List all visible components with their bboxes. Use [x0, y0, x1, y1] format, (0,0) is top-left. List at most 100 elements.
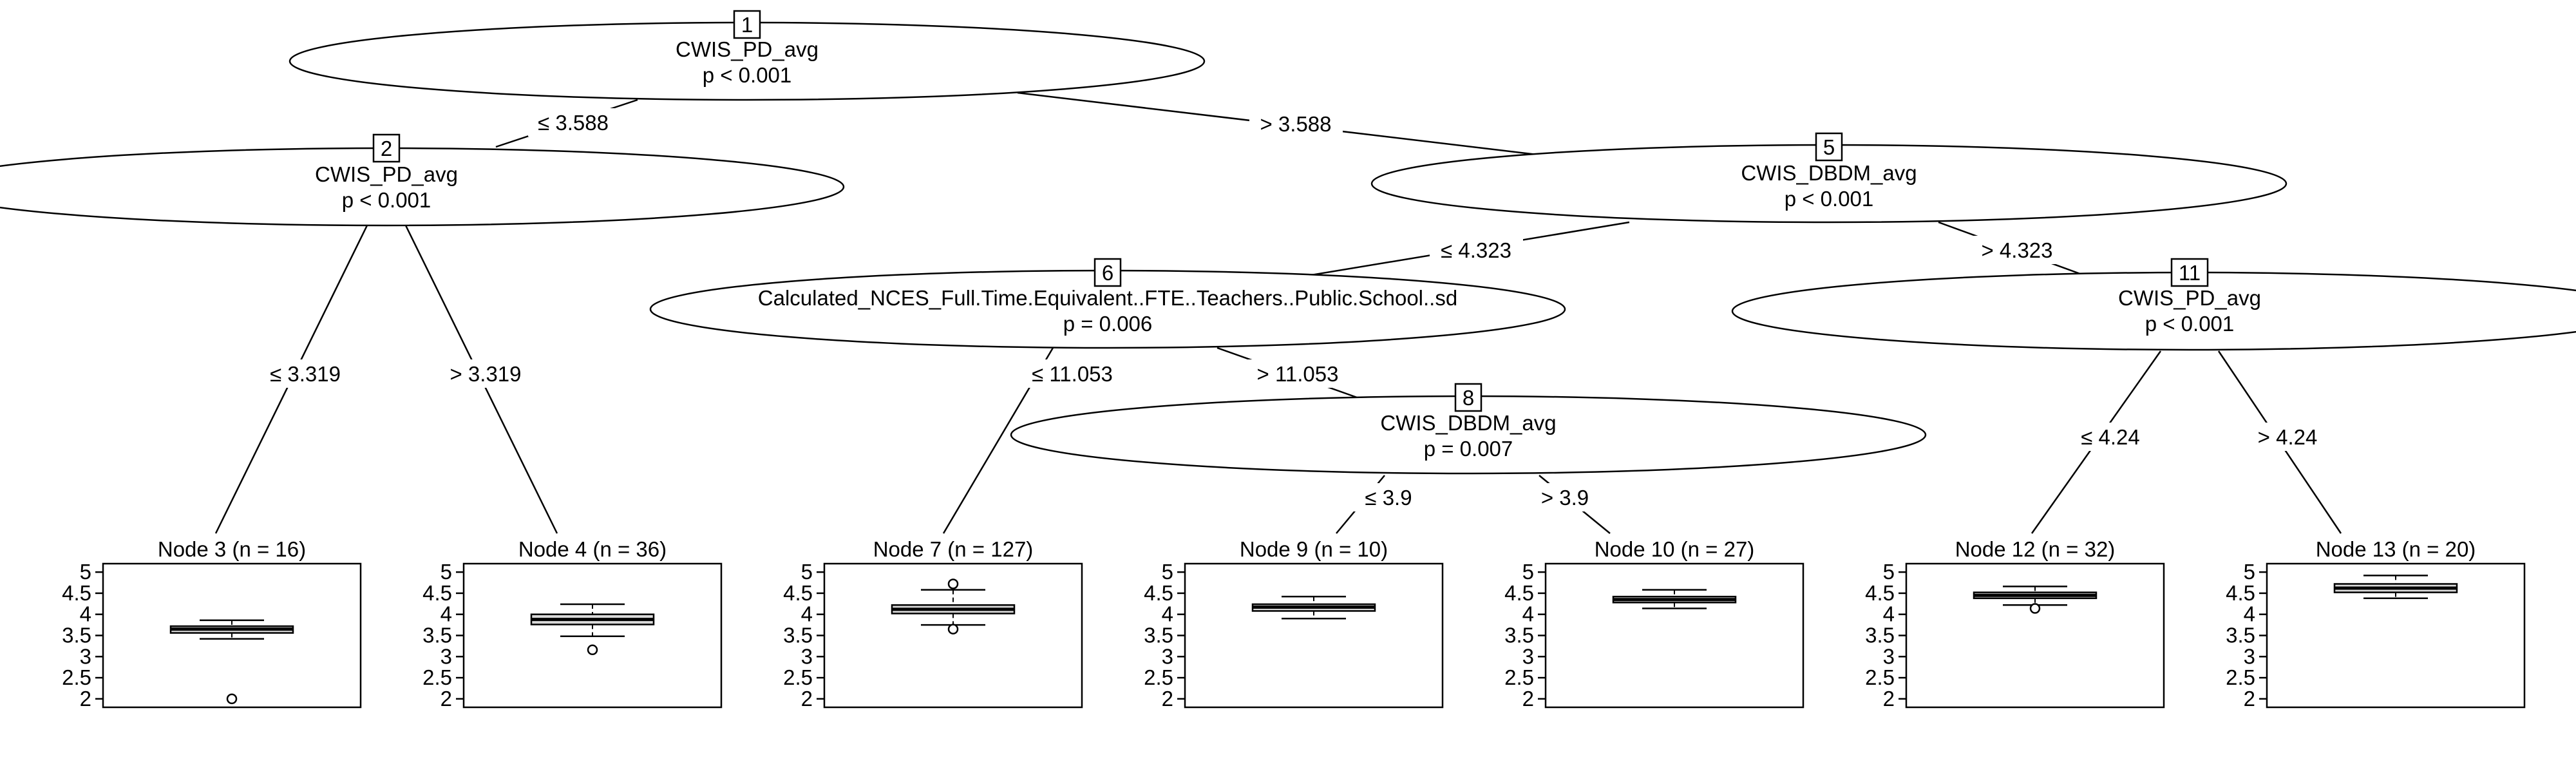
node-pvalue-2: p < 0.001 — [342, 188, 431, 212]
y-tick-label: 2.5 — [1504, 665, 1534, 689]
y-tick-label: 5 — [801, 560, 813, 584]
node-variable-8: CWIS_DBDM_avg — [1380, 411, 1556, 435]
edge-label-5-11: > 4.323 — [1981, 238, 2052, 262]
edge-label-2-4: > 3.319 — [450, 362, 521, 386]
y-tick-label: 2 — [80, 687, 91, 711]
inner-node-6: 6 Calculated_NCES_Full.Time.Equivalent..… — [649, 258, 1566, 349]
y-tick-label: 3 — [80, 644, 91, 668]
y-tick-label: 4.5 — [2226, 581, 2255, 605]
inner-node-8: 8 CWIS_DBDM_avg p = 0.007 — [1010, 383, 1927, 475]
y-tick-label: 2.5 — [62, 665, 91, 689]
y-tick-label: 4 — [1522, 602, 1534, 626]
leaf-title-12: Node 12 (n = 32) — [1955, 537, 2116, 561]
leaf-title-7: Node 7 (n = 127) — [873, 537, 1034, 561]
leaf-node-10: Node 10 (n = 27) 22.533.544.55 — [1504, 537, 1804, 711]
y-tick-label: 3 — [1522, 644, 1534, 668]
y-tick-label: 3 — [1162, 644, 1173, 668]
y-tick-label: 5 — [440, 560, 452, 584]
edge-labels: ≤ 3.588 > 3.588 ≤ 3.319 > 3.319 ≤ 4.323 … — [261, 108, 2328, 511]
y-tick-label: 4.5 — [1865, 581, 1895, 605]
node-pvalue-11: p < 0.001 — [2145, 312, 2235, 336]
y-tick-label: 4.5 — [422, 581, 452, 605]
y-tick-label: 4 — [1883, 602, 1895, 626]
node-variable-1: CWIS_PD_avg — [676, 37, 819, 61]
y-tick-label: 5 — [80, 560, 91, 584]
node-pvalue-6: p = 0.006 — [1063, 312, 1153, 336]
leaf-node-13: Node 13 (n = 20) 22.533.544.55 — [2226, 537, 2526, 711]
leaf-panel-frame-9 — [1184, 562, 1444, 709]
edge-label-11-12: ≤ 4.24 — [2081, 425, 2140, 449]
outlier-point — [226, 693, 238, 705]
y-tick-label: 2 — [801, 687, 813, 711]
leaf-title-13: Node 13 (n = 20) — [2316, 537, 2476, 561]
node-variable-2: CWIS_PD_avg — [315, 162, 458, 186]
inner-node-2: 2 CWIS_PD_avg p < 0.001 — [0, 133, 845, 227]
y-tick-label: 2.5 — [2226, 665, 2255, 689]
leaf-node-7: Node 7 (n = 127) 22.533.544.55 — [783, 537, 1083, 711]
y-tick-label: 3 — [2244, 644, 2255, 668]
edge-label-1-2: ≤ 3.588 — [538, 111, 609, 135]
y-tick-label: 4 — [801, 602, 813, 626]
y-tick-label: 2 — [2244, 687, 2255, 711]
node-variable-6: Calculated_NCES_Full.Time.Equivalent..FT… — [758, 286, 1457, 310]
node-id-1: 1 — [741, 13, 753, 37]
inner-node-11: 11 CWIS_PD_avg p < 0.001 — [1731, 258, 2576, 351]
leaf-node-9: Node 9 (n = 10) 22.533.544.55 — [1144, 537, 1444, 711]
node-pvalue-1: p < 0.001 — [703, 63, 792, 87]
leaf-node-4: Node 4 (n = 36) 22.533.544.55 — [422, 537, 723, 711]
edge-label-8-9: ≤ 3.9 — [1365, 486, 1412, 510]
node-id-5: 5 — [1823, 135, 1835, 159]
y-tick-label: 4.5 — [1144, 581, 1173, 605]
y-tick-label: 4 — [440, 602, 452, 626]
y-tick-label: 3.5 — [1504, 624, 1534, 647]
leaf-title-3: Node 3 (n = 16) — [158, 537, 306, 561]
y-tick-label: 3.5 — [783, 624, 813, 647]
outlier-point — [587, 644, 598, 656]
y-tick-label: 2 — [1522, 687, 1534, 711]
y-tick-label: 2 — [1162, 687, 1173, 711]
y-tick-label: 3.5 — [2226, 624, 2255, 647]
y-tick-label: 3 — [1883, 644, 1895, 668]
edge-label-1-5: > 3.588 — [1260, 112, 1331, 136]
node-variable-11: CWIS_PD_avg — [2118, 286, 2261, 310]
y-tick-label: 4.5 — [1504, 581, 1534, 605]
y-tick-label: 3.5 — [1144, 624, 1173, 647]
leaf-panel-frame-7 — [823, 562, 1083, 709]
edge-label-6-7: ≤ 11.053 — [1032, 362, 1113, 386]
inner-node-1: 1 CWIS_PD_avg p < 0.001 — [289, 10, 1206, 101]
leaf-title-9: Node 9 (n = 10) — [1240, 537, 1388, 561]
edge-label-5-6: ≤ 4.323 — [1441, 238, 1511, 262]
node-id-8: 8 — [1463, 386, 1474, 410]
y-tick-label: 5 — [1162, 560, 1173, 584]
y-tick-label: 2.5 — [1144, 665, 1173, 689]
y-tick-label: 3.5 — [62, 624, 91, 647]
node-pvalue-5: p < 0.001 — [1785, 187, 1874, 211]
y-tick-label: 5 — [2244, 560, 2255, 584]
edge-label-8-10: > 3.9 — [1541, 486, 1589, 510]
y-tick-label: 2.5 — [783, 665, 813, 689]
outlier-point — [2029, 603, 2041, 614]
outlier-point — [947, 578, 959, 589]
edge-label-6-8: > 11.053 — [1257, 362, 1339, 386]
y-tick-label: 3 — [801, 644, 813, 668]
node-id-6: 6 — [1102, 261, 1113, 285]
node-id-11: 11 — [2179, 261, 2201, 285]
y-tick-label: 5 — [1883, 560, 1895, 584]
node-id-2: 2 — [381, 137, 392, 160]
y-tick-label: 4 — [80, 602, 91, 626]
y-tick-label: 4.5 — [783, 581, 813, 605]
y-tick-label: 4 — [1162, 602, 1173, 626]
y-tick-label: 3.5 — [1865, 624, 1895, 647]
y-tick-label: 3.5 — [422, 624, 452, 647]
leaf-node-3: Node 3 (n = 16) 22.533.544.55 — [62, 537, 362, 711]
y-tick-label: 4.5 — [62, 581, 91, 605]
y-tick-label: 3 — [440, 644, 452, 668]
leaf-title-4: Node 4 (n = 36) — [518, 537, 667, 561]
y-tick-label: 2.5 — [422, 665, 452, 689]
node-variable-5: CWIS_DBDM_avg — [1741, 161, 1917, 185]
y-tick-label: 4 — [2244, 602, 2255, 626]
y-tick-label: 2 — [440, 687, 452, 711]
node-pvalue-8: p = 0.007 — [1424, 437, 1513, 461]
